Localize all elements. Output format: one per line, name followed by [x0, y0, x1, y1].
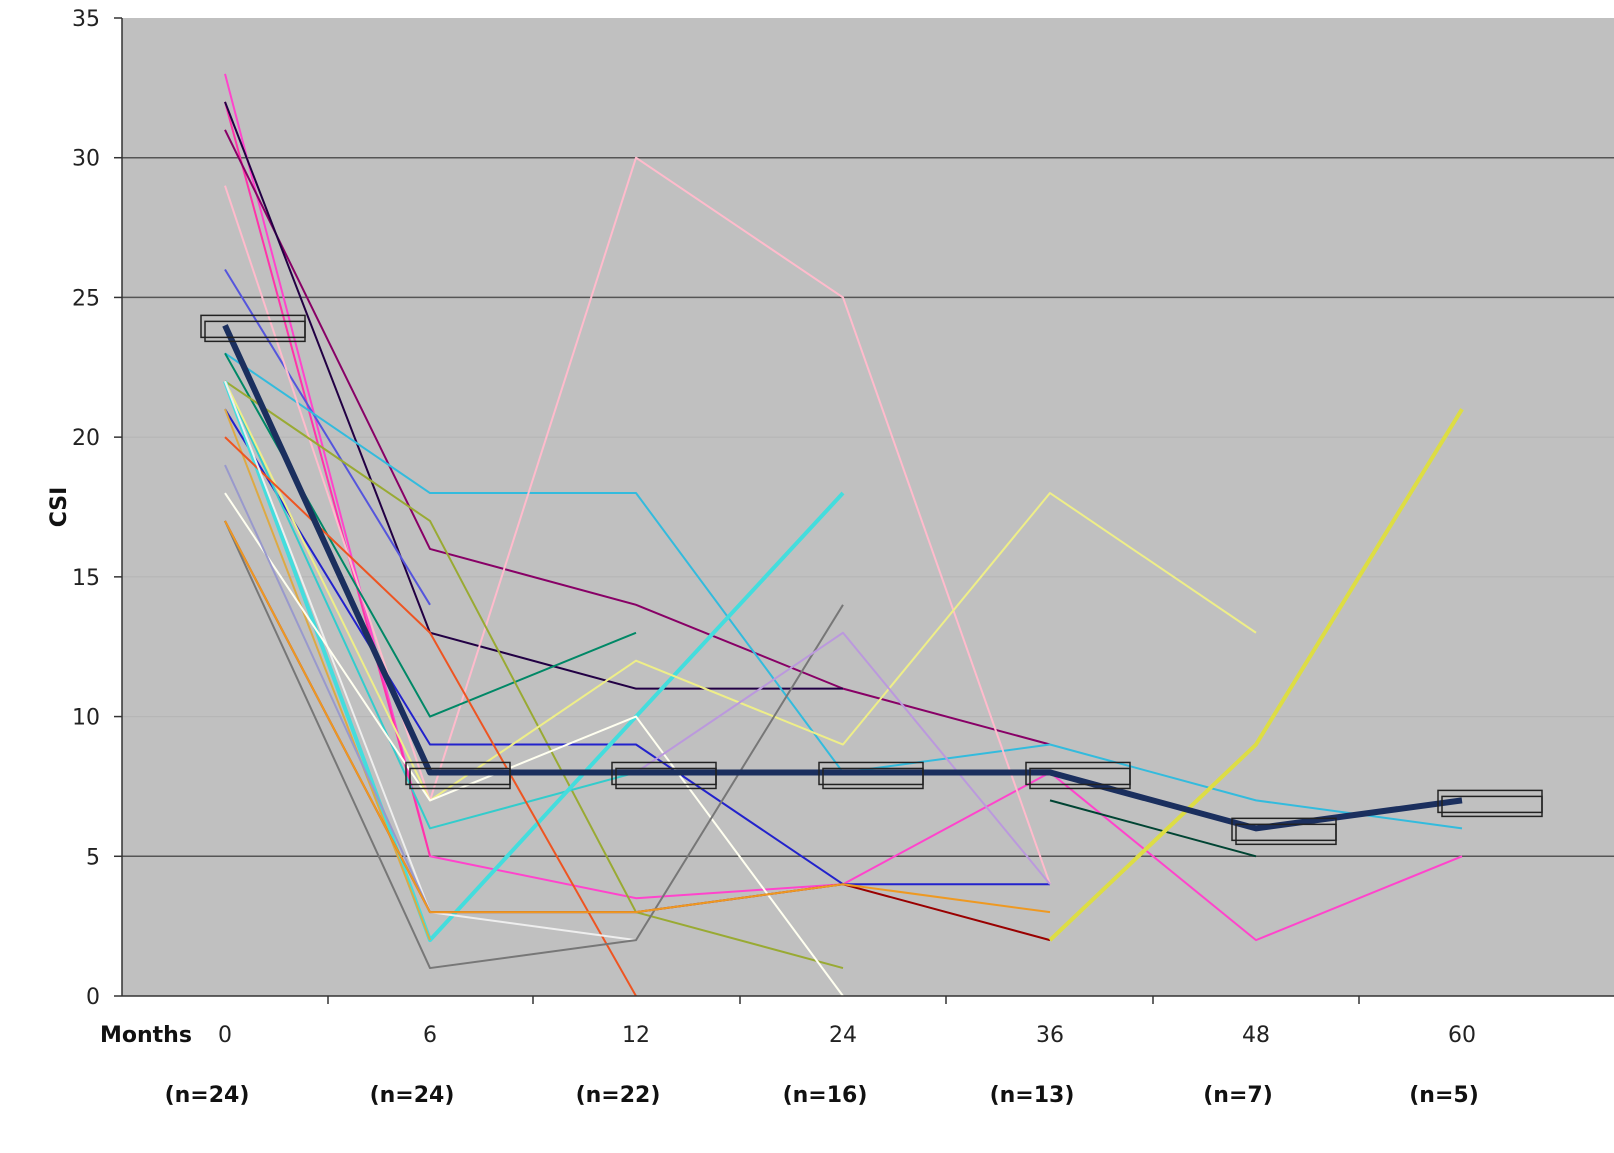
y-tick-label: 5 [86, 845, 100, 870]
y-axis-label: CSI [47, 487, 72, 528]
x-tick-label: 24 [829, 1023, 857, 1048]
series-line-10 [224, 408, 1050, 886]
series-line-5 [224, 268, 431, 606]
x-tick-label: 6 [423, 1023, 437, 1048]
series-line-15 [224, 436, 637, 997]
mean-line-layer [200, 314, 1543, 846]
axis-labels: CSI Months [47, 487, 192, 1048]
axes: 0 5 10 15 20 25 30 35 0 (n=24) 6 (n=24) 12 (n=22) 24 (n… [72, 7, 1614, 1108]
y-tick-label: 30 [72, 147, 100, 172]
series-line-17 [224, 492, 844, 997]
plot-area [122, 18, 1614, 996]
mean-marker-36 [1025, 761, 1131, 790]
y-tick-label: 15 [72, 566, 100, 591]
mean-marker-0 [200, 314, 306, 343]
mean-line [222, 324, 1463, 832]
x-tick-label: 36 [1036, 1023, 1064, 1048]
series-lines [223, 73, 1464, 997]
mean-marker-60 [1437, 789, 1543, 818]
x-count-label: (n=22) [576, 1083, 661, 1108]
x-tick-label: 48 [1242, 1023, 1270, 1048]
x-count-label: (n=24) [370, 1083, 455, 1108]
x-count-label: (n=13) [990, 1083, 1075, 1108]
mean-marker-6 [405, 761, 511, 790]
y-tick-label: 25 [72, 286, 100, 311]
mean-marker-48 [1231, 817, 1337, 846]
series-line-12 [223, 380, 845, 943]
y-tick-label: 20 [72, 426, 100, 451]
x-tick-label: 0 [218, 1023, 232, 1048]
series-line-9 [224, 380, 844, 970]
x-tick-label: 12 [622, 1023, 650, 1048]
x-axis-prefix-label: Months [100, 1023, 192, 1048]
x-count-label: (n=16) [783, 1083, 868, 1108]
series-line-4 [224, 101, 843, 690]
x-count-label: (n=24) [165, 1083, 250, 1108]
mean-marker-12 [611, 761, 717, 790]
series-line-21 [224, 520, 1051, 914]
series-line-22 [1049, 799, 1257, 858]
x-count-label: (n=7) [1203, 1083, 1273, 1108]
y-tick-label: 35 [72, 7, 100, 32]
series-line-23 [1048, 408, 1464, 942]
y-tick-label: 0 [86, 985, 100, 1010]
x-tick-label: 60 [1448, 1023, 1476, 1048]
mean-marker-24 [818, 761, 924, 790]
x-count-label: (n=5) [1409, 1083, 1479, 1108]
y-tick-label: 10 [72, 706, 100, 731]
series-line-24 [635, 631, 1051, 885]
series-line-18 [224, 464, 431, 913]
series-line-3 [224, 129, 1051, 746]
series-line-14 [224, 408, 431, 941]
